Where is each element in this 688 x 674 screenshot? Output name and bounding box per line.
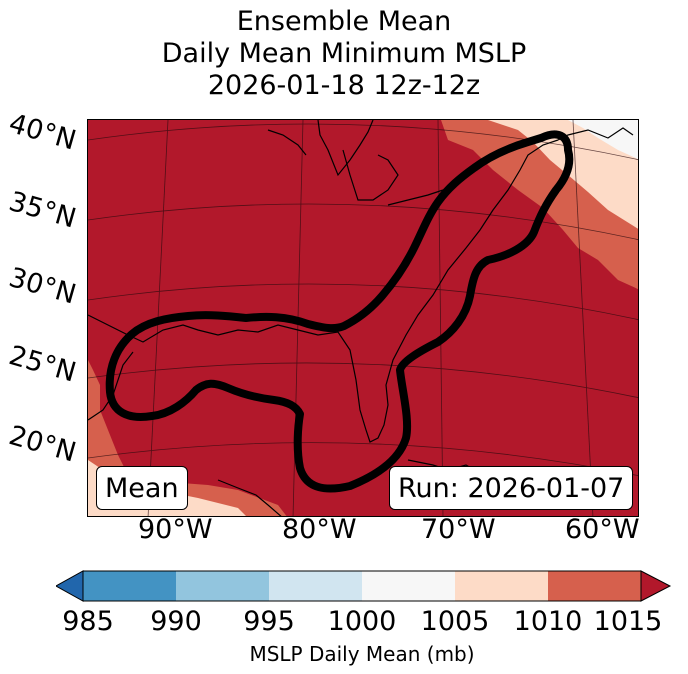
lon-label-80: 80°W (282, 514, 357, 545)
lat-label-25: 25°N (5, 340, 80, 389)
run-label-box: Run: 2026-01-07 (389, 466, 634, 510)
mslp-field-1005 (488, 120, 638, 229)
colorbar-tick-1005: 1005 (420, 606, 490, 637)
map-panel (87, 119, 639, 517)
colorbar-label: MSLP Daily Mean (mb) (249, 642, 475, 666)
colorbar-bin-1010-1015 (548, 571, 641, 601)
colorbar-bin-985-990 (83, 571, 176, 601)
colorbar-bin-995-1000 (269, 571, 362, 601)
colorbar-tick-990: 990 (150, 606, 202, 637)
mean-label-box: Mean (96, 466, 188, 510)
title-line-2: Daily Mean Minimum MSLP (161, 38, 527, 69)
lat-label-40: 40°N (5, 108, 80, 157)
map-svg (88, 120, 638, 516)
lat-label-30: 30°N (5, 262, 80, 311)
colorbar-extend-low (56, 570, 84, 602)
lon-label-70: 70°W (421, 514, 496, 545)
colorbar-bin-1005-1010 (455, 571, 548, 601)
colorbar-tick-1000: 1000 (327, 606, 397, 637)
colorbar-tick-1015: 1015 (593, 606, 663, 637)
colorbar-tick-985: 985 (62, 606, 114, 637)
lat-label-20: 20°N (5, 420, 80, 469)
lon-label-60: 60°W (565, 514, 640, 545)
colorbar-bin-990-995 (176, 571, 269, 601)
colorbar-frame (82, 570, 642, 602)
coastlines (88, 120, 634, 516)
colorbar-tick-995: 995 (243, 606, 295, 637)
colorbar-tick-1010: 1010 (513, 606, 583, 637)
title-line-1: Ensemble Mean (236, 6, 452, 37)
colorbar (56, 570, 672, 602)
colorbar-bin-1000-1005 (362, 571, 455, 601)
lon-label-90: 90°W (138, 514, 213, 545)
title-line-3: 2026-01-18 12z-12z (207, 70, 481, 101)
colorbar-extend-high (640, 570, 672, 602)
lat-label-35: 35°N (5, 186, 80, 235)
mslp-contour (105, 130, 574, 493)
